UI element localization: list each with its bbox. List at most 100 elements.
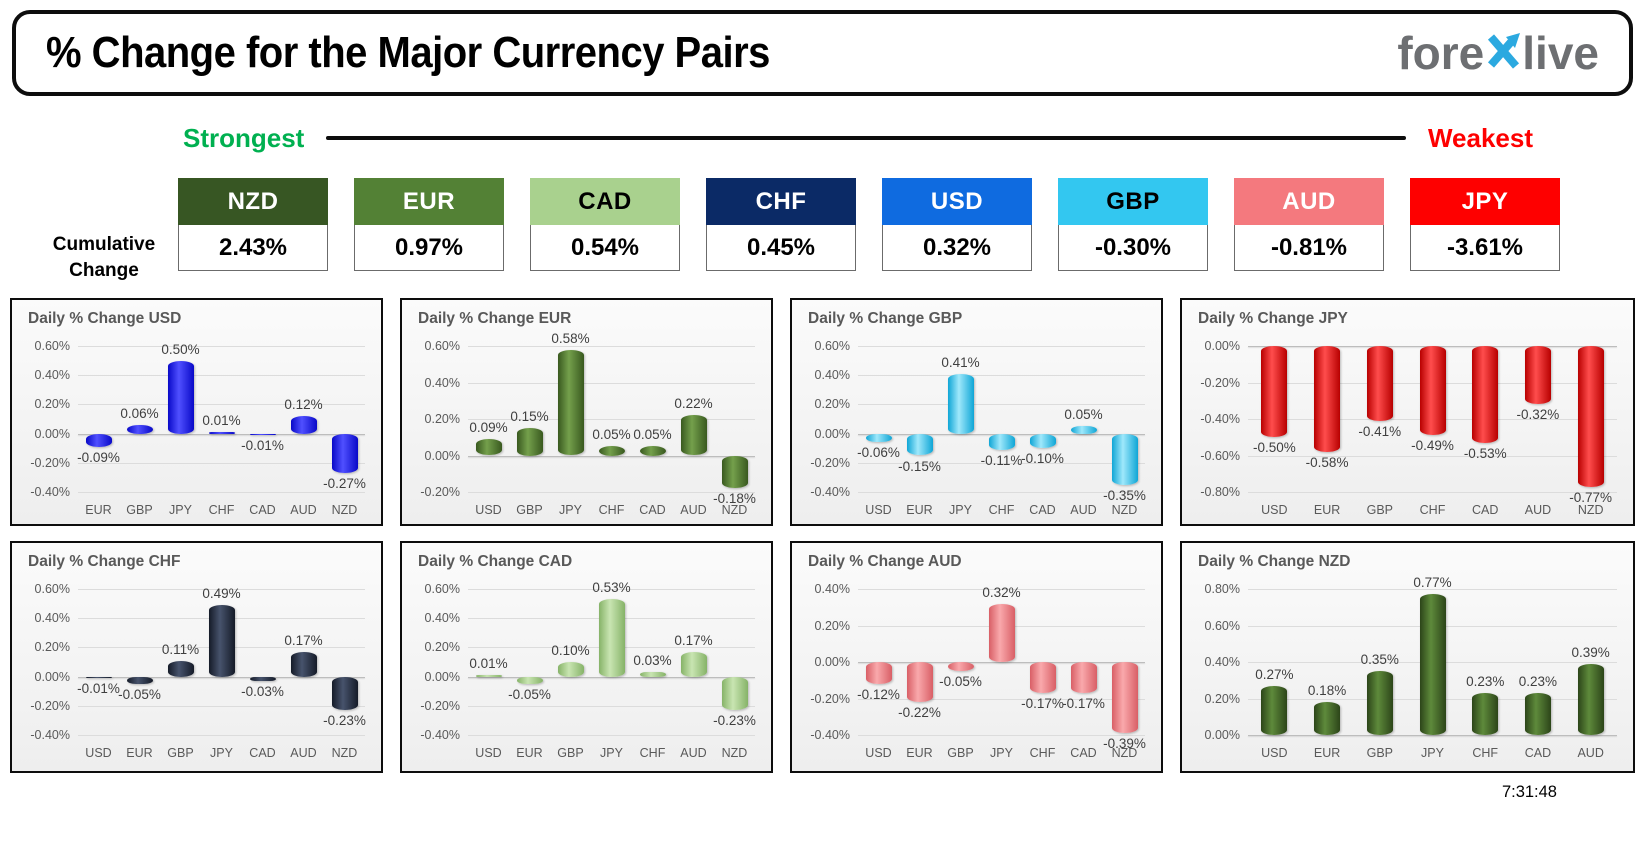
bar-usd (865, 662, 892, 684)
bar-aud (290, 416, 317, 434)
x-axis-label: EUR (126, 746, 153, 760)
value-label: 0.49% (202, 586, 241, 602)
y-axis-label: -0.40% (30, 728, 70, 742)
value-label: 0.22% (674, 396, 713, 412)
y-axis-label: -0.20% (810, 691, 850, 706)
x-axis-label: CHF (208, 503, 235, 517)
x-axis-label: EUR (906, 746, 933, 760)
chart-panel-nzd: Daily % Change NZD 0.80% 0.60% 0.40% 0.20% 0.… (1180, 541, 1635, 773)
bar-gbp (557, 662, 584, 677)
gridline (468, 455, 755, 457)
x-axis-label: AUD (290, 503, 317, 517)
y-axis-label: 0.00% (814, 426, 850, 441)
cumulative-box-nzd: NZD 2.43% (178, 178, 328, 271)
y-axis-label: 0.40% (424, 611, 460, 626)
y-axis-label: -0.20% (30, 698, 70, 713)
y-axis-label: 0.40% (814, 582, 850, 596)
x-axis: USD EUR GBP JPY CHF CAD NZD (858, 746, 1145, 760)
value-label: -0.05% (939, 674, 982, 690)
x-axis-label: NZD (721, 503, 748, 517)
value-label: -0.22% (898, 705, 941, 721)
value-label: 0.18% (1307, 683, 1347, 699)
y-axis-label: -0.40% (30, 485, 70, 499)
cumulative-box-cad: CAD 0.54% (530, 178, 680, 271)
y-axis-label: 0.20% (34, 640, 70, 655)
value-label: -0.35% (1103, 487, 1146, 503)
value-label: 0.77% (1413, 575, 1452, 591)
value-label: 0.17% (284, 632, 323, 648)
gridline (858, 698, 1145, 700)
y-axis-label: 0.20% (814, 397, 850, 412)
x-axis-label: JPY (949, 503, 972, 517)
x-axis-label: JPY (210, 746, 233, 760)
chart-title: Daily % Change CAD (418, 553, 573, 570)
y-axis-label: 0.00% (34, 669, 70, 684)
cumulative-value: -0.81% (1234, 225, 1384, 271)
bar-usd (85, 676, 112, 679)
x-axis-label: EUR (85, 503, 112, 517)
cumulative-value: 0.97% (354, 225, 504, 271)
x-axis: USD EUR GBP CHF CAD AUD NZD (1248, 503, 1617, 517)
currency-code-label: USD (882, 178, 1032, 225)
chart-panel-aud: Daily % Change AUD 0.40% 0.20% 0.00% -0.20% -… (790, 541, 1163, 773)
value-label: 0.10% (551, 643, 590, 658)
bar-eur (126, 676, 153, 684)
value-label: 0.12% (284, 397, 323, 413)
y-axis-label: 0.20% (424, 412, 460, 426)
x-axis: USD EUR GBP JPY CHF AUD NZD (468, 746, 755, 760)
bar-nzd (1111, 433, 1138, 485)
x-axis-label: CAD (1472, 503, 1499, 517)
bar-cad (1070, 662, 1097, 694)
gridline (468, 676, 755, 678)
plot: 0.60% 0.40% 0.20% 0.00% -0.20% -0.40% -0.09% 0.… (30, 339, 366, 499)
currency-code-label: JPY (1410, 178, 1560, 225)
value-label: -0.12% (857, 686, 900, 702)
cumulative-label-line1: Cumulative (52, 234, 156, 255)
bar-aud (1577, 663, 1604, 735)
value-label: -0.11% (980, 452, 1023, 468)
value-label: 0.50% (161, 341, 200, 357)
gridline (858, 404, 1145, 406)
x-axis-label: CHF (1472, 746, 1499, 760)
gridline (858, 462, 1145, 464)
chart-panel-jpy: Daily % Change JPY 0.00% -0.20% -0.40% -0.60… (1180, 298, 1635, 526)
timestamp: 7:31:48 (1501, 783, 1557, 801)
bar-aud (680, 651, 707, 677)
x-axis-label: USD (1261, 503, 1288, 517)
x-axis: EUR GBP JPY CHF CAD AUD NZD (78, 503, 365, 517)
gridline (78, 492, 365, 493)
bar-usd (475, 439, 502, 456)
x-axis-label: CHF (639, 746, 666, 760)
value-label: 0.32% (982, 584, 1021, 600)
logo-fore-text: fore (1397, 27, 1485, 79)
value-label: -0.01% (77, 681, 120, 697)
gridline (468, 735, 755, 736)
x-axis-label: USD (865, 746, 892, 760)
x-axis-label: GBP (516, 503, 543, 517)
gridline (468, 705, 755, 707)
bar-eur (1314, 346, 1341, 452)
bar-aud (1070, 426, 1097, 434)
chart-panel-usd: Daily % Change USD 0.60% 0.40% 0.20% 0.00% -0… (10, 298, 383, 526)
value-label: -0.23% (323, 713, 366, 729)
bar-jpy (557, 349, 584, 456)
x-axis-label: USD (475, 746, 502, 760)
y-axis-label: -0.40% (420, 728, 460, 742)
value-label: 0.05% (633, 427, 672, 443)
cumulative-row: NZD 2.43% EUR 0.97% CAD 0.54% CHF 0.45% USD 0.32%… (178, 178, 1560, 271)
y-axis-label: 0.40% (424, 375, 460, 390)
chart-title: Daily % Change USD (28, 310, 182, 327)
bar-jpy (598, 599, 625, 677)
x-axis-label: JPY (169, 503, 192, 517)
x-axis-label: GBP (557, 746, 584, 760)
x-axis-label: NZD (331, 746, 358, 760)
x-axis: USD EUR GBP JPY CHF CAD AUD (1248, 746, 1617, 760)
gridline (1248, 735, 1617, 736)
y-axis-label: 0.00% (814, 655, 850, 669)
x-axis-label: AUD (680, 746, 707, 760)
x-axis-label: CAD (1070, 746, 1097, 760)
x-axis-label: GBP (1366, 503, 1393, 517)
chart-title: Daily % Change EUR (418, 310, 572, 327)
plot-area: 0.60% 0.40% 0.20% 0.00% -0.20% -0.40% -0.09% 0.… (30, 339, 366, 518)
bar-nzd (331, 676, 358, 711)
